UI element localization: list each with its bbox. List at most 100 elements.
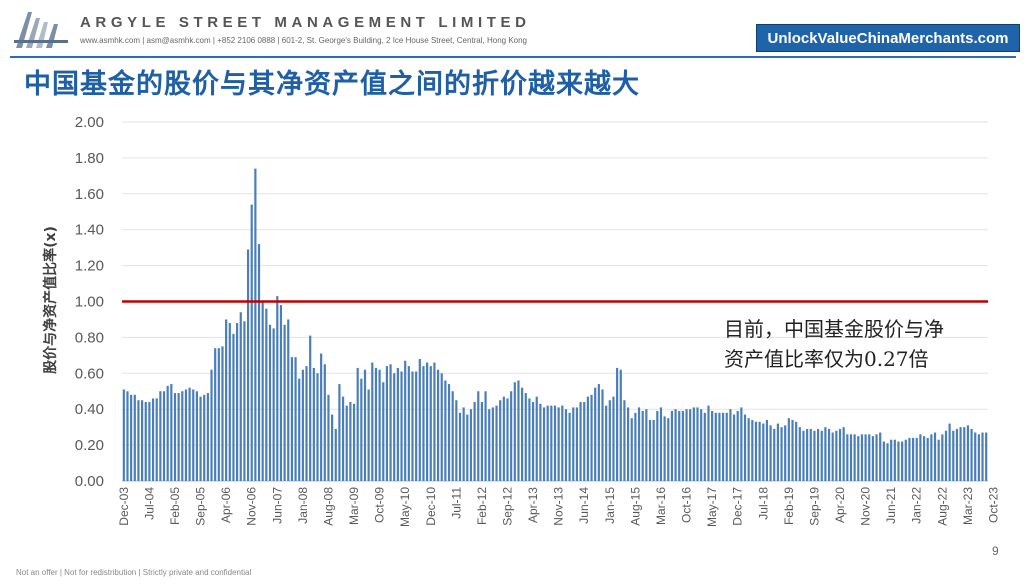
bar (674, 409, 677, 481)
bar (922, 436, 926, 481)
bar (963, 427, 966, 481)
bar (382, 382, 385, 481)
bar (411, 371, 414, 481)
bar (908, 437, 911, 481)
bar (506, 398, 509, 481)
x-tick-label: Aug-22 (935, 487, 949, 526)
bar (875, 434, 878, 481)
bar (133, 394, 136, 481)
bar (144, 402, 147, 481)
y-tick-label: 2.00 (75, 114, 104, 131)
bar (879, 432, 882, 481)
bar (678, 410, 681, 481)
bar (692, 407, 695, 481)
bar (203, 394, 206, 481)
bar (747, 418, 750, 481)
bar (495, 405, 498, 481)
y-tick-label: 1.60 (75, 186, 104, 203)
bar (707, 405, 710, 481)
bar (166, 385, 169, 481)
bar (323, 364, 326, 481)
bar (553, 405, 557, 481)
bar (257, 244, 261, 481)
x-tick-label: Jul-11 (449, 487, 463, 519)
contact-info: www.asmhk.com | asm@asmhk.com | +852 210… (80, 36, 527, 45)
x-tick-label: Sep-05 (194, 487, 208, 526)
bar (155, 398, 158, 481)
bar (239, 312, 242, 481)
bar (561, 405, 564, 481)
bar (170, 384, 173, 481)
bar (385, 366, 389, 481)
chart-bars (122, 168, 988, 482)
promo-link[interactable]: UnlockValueChinaMerchants.com (756, 24, 1020, 52)
y-tick-label: 1.00 (75, 294, 104, 311)
bar (276, 296, 279, 481)
bar (601, 389, 604, 481)
bar (835, 430, 838, 481)
annotation-line-1: 目前，中国基金股价与净 (724, 317, 944, 341)
bar (871, 436, 874, 481)
bar (798, 427, 801, 481)
bar (659, 407, 663, 481)
x-tick-label: Oct-09 (373, 487, 387, 523)
x-tick-label: Jun-07 (270, 487, 284, 524)
bar (254, 168, 257, 482)
x-tick-label: Jan-08 (296, 487, 310, 524)
bar (696, 407, 699, 481)
page-title: 中国基金的股价与其净资产值之间的折价越来越大 (24, 69, 640, 100)
bar (743, 414, 747, 481)
bar (473, 402, 476, 481)
bar (751, 419, 754, 481)
bar (331, 414, 334, 481)
bar (517, 380, 520, 481)
bar (762, 423, 765, 481)
bar (349, 402, 352, 481)
bar (444, 380, 447, 481)
bar (440, 373, 443, 481)
bar (232, 333, 235, 481)
bar (605, 405, 608, 481)
bar (221, 346, 224, 481)
bar (173, 393, 177, 481)
x-tick-label: Aug-08 (321, 487, 335, 526)
bar (214, 348, 217, 481)
bar (685, 409, 688, 481)
bar (309, 335, 312, 481)
x-tick-label: Feb-12 (475, 487, 489, 525)
bar (510, 391, 513, 481)
bar (732, 414, 736, 481)
bar (886, 443, 889, 481)
bar (568, 412, 571, 481)
bar (959, 427, 962, 481)
bar (290, 357, 294, 481)
bar (937, 439, 940, 481)
bar (199, 396, 202, 481)
bar (334, 428, 337, 481)
bar (915, 437, 918, 481)
bar (298, 378, 301, 481)
x-tick-label: Feb-19 (782, 487, 796, 525)
bar (188, 387, 191, 481)
bar (261, 301, 264, 481)
bar (813, 430, 816, 481)
bar (933, 432, 937, 481)
bar (966, 425, 969, 481)
bar (466, 414, 469, 481)
bar (809, 428, 812, 481)
bar (524, 393, 527, 481)
bar (882, 441, 885, 481)
bar (718, 412, 721, 481)
bar (575, 407, 579, 481)
page-number: 9 (992, 544, 999, 558)
bar (404, 360, 407, 481)
bar (784, 425, 787, 481)
bar (890, 439, 893, 481)
bar (422, 366, 425, 481)
bar (148, 402, 151, 481)
bar (824, 427, 827, 481)
bar (294, 357, 297, 481)
bar (564, 409, 568, 481)
bar (619, 369, 622, 481)
